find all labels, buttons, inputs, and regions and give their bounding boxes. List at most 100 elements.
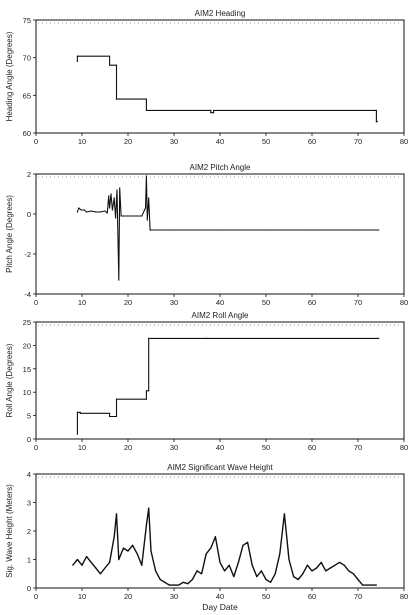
data-point: [297, 578, 299, 581]
data-point: [109, 64, 111, 66]
plot-frame: [35, 321, 405, 440]
x-tick-label: 0: [34, 298, 38, 307]
data-point: [274, 573, 276, 575]
data-point: [270, 581, 272, 583]
data-point: [79, 412, 81, 414]
data-point: [119, 187, 121, 189]
y-tick-label: 1: [27, 556, 31, 565]
data-point: [141, 215, 143, 217]
data-point: [113, 197, 115, 199]
data-point: [219, 229, 221, 231]
data-point: [205, 337, 207, 339]
data-point: [187, 583, 189, 585]
data-point: [109, 55, 111, 57]
data-point: [334, 564, 336, 566]
y-tick-label: 25: [23, 318, 31, 327]
x-tick-label: 50: [262, 298, 270, 307]
data-point: [90, 210, 92, 212]
data-point: [79, 411, 81, 413]
data-point: [99, 211, 101, 213]
data-point: [233, 576, 235, 578]
data-point: [311, 570, 313, 572]
data-point: [371, 584, 373, 586]
data-point: [127, 550, 129, 552]
data-point: [136, 553, 138, 555]
data-point: [168, 584, 170, 586]
series-line: [72, 507, 377, 586]
data-point: [173, 584, 175, 586]
x-tick-label: 70: [354, 443, 362, 452]
data-point: [311, 229, 313, 231]
y-tick-label: 0: [27, 435, 31, 444]
data-point: [210, 547, 212, 549]
data-point: [265, 578, 267, 581]
data-point: [76, 411, 78, 413]
x-tick-label: 10: [78, 592, 86, 601]
data-point: [116, 189, 118, 191]
y-axis-label: Heading Angle (Degrees): [5, 31, 14, 121]
x-tick-label: 30: [170, 592, 178, 601]
data-point: [90, 561, 92, 564]
data-point: [205, 553, 207, 555]
x-tick-label: 10: [78, 298, 86, 307]
chart-title: AIM2 Roll Angle: [192, 311, 249, 320]
data-point: [81, 564, 83, 566]
data-point: [109, 415, 111, 418]
data-point: [320, 561, 322, 564]
y-tick-label: 0: [27, 210, 31, 219]
data-point: [144, 207, 147, 209]
data-point: [256, 576, 258, 578]
data-point: [339, 561, 341, 564]
data-point: [260, 570, 262, 572]
data-point: [86, 211, 88, 213]
data-point: [375, 109, 377, 111]
data-point: [376, 121, 378, 123]
data-point: [146, 219, 148, 221]
data-point: [86, 556, 88, 558]
data-point: [132, 544, 134, 546]
data-point: [178, 584, 180, 586]
data-point: [343, 564, 345, 566]
y-tick-label: 75: [23, 16, 31, 25]
y-tick-label: 60: [23, 129, 31, 138]
data-point: [109, 412, 111, 414]
x-tick-label: 40: [216, 443, 224, 452]
data-point: [99, 573, 101, 575]
data-point: [302, 573, 304, 575]
x-tick-label: 0: [34, 592, 38, 601]
data-point: [210, 112, 212, 114]
data-point: [80, 209, 82, 211]
data-point: [378, 229, 380, 231]
x-tick-label: 20: [124, 592, 132, 601]
x-tick-label: 50: [262, 137, 270, 146]
data-point: [104, 567, 106, 569]
data-point: [122, 547, 124, 549]
y-axis-label: Roll Angle (Degrees): [5, 343, 14, 417]
data-point: [104, 210, 106, 212]
data-point: [352, 573, 354, 575]
chart-panel-4: AIM2 Significant Wave Height Sig. Wave He…: [5, 463, 408, 601]
chart-title: AIM2 Pitch Angle: [190, 163, 251, 172]
data-point: [362, 584, 364, 586]
data-point: [357, 578, 359, 581]
data-point: [111, 209, 113, 211]
x-tick-label: 80: [400, 298, 408, 307]
x-tick-label: 40: [216, 298, 224, 307]
data-point: [316, 567, 318, 569]
data-point: [148, 507, 150, 509]
data-point: [265, 229, 267, 231]
data-point: [247, 541, 249, 544]
data-point: [173, 229, 175, 231]
data-point: [115, 64, 118, 66]
data-point: [150, 550, 152, 552]
x-axis-label: Day Date: [202, 602, 238, 612]
y-tick-label: -4: [24, 290, 31, 299]
data-point: [127, 215, 129, 217]
y-tick-label: 20: [23, 341, 31, 350]
x-tick-label: 20: [124, 298, 132, 307]
data-point: [366, 584, 368, 586]
data-point: [95, 211, 97, 213]
data-point: [136, 215, 138, 217]
y-axis-label: Pitch Angle (Degrees): [5, 195, 14, 273]
data-point: [118, 279, 120, 281]
